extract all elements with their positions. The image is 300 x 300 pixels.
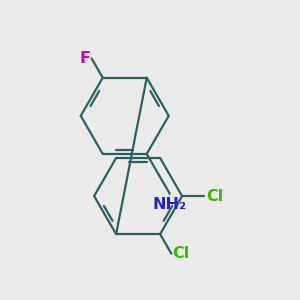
Text: Cl: Cl [206, 189, 223, 204]
Text: F: F [79, 51, 90, 66]
Text: NH₂: NH₂ [153, 197, 187, 212]
Text: Cl: Cl [173, 246, 190, 261]
